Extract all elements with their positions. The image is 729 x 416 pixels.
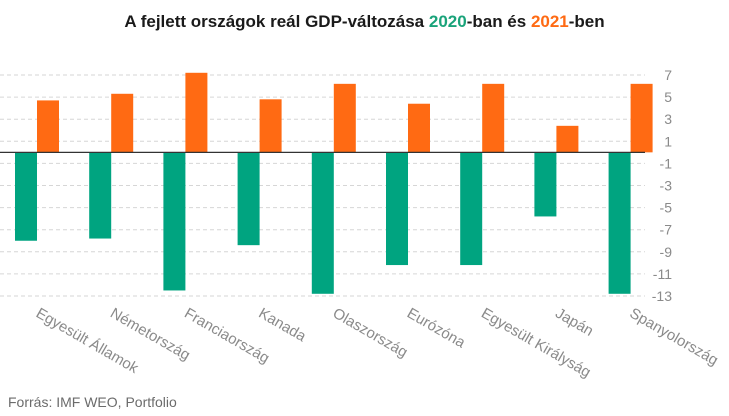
y-tick-label: -11 — [653, 266, 672, 282]
chart-title: A fejlett országok reál GDP-változása 20… — [0, 12, 729, 32]
y-tick-label: 7 — [664, 67, 672, 83]
y-tick-label: -13 — [652, 288, 672, 304]
bar-2021 — [111, 93, 134, 153]
bar-2021 — [408, 103, 430, 153]
bar-2021 — [259, 99, 282, 153]
y-tick-label: -9 — [660, 244, 673, 260]
bar-2020 — [15, 152, 37, 241]
x-category-label: Japán — [552, 305, 596, 340]
title-part-5: -ben — [568, 12, 605, 31]
y-tick-label: -1 — [660, 155, 673, 171]
bar-2020 — [460, 152, 483, 266]
title-year-2020: 2020 — [428, 12, 467, 31]
bar-2021 — [37, 100, 59, 153]
y-tick-label: 1 — [664, 133, 672, 149]
bar-2021 — [185, 72, 208, 153]
x-category-label: Spanyolország — [627, 305, 721, 369]
x-category-label: Eurózóna — [404, 305, 469, 352]
bar-2021 — [630, 83, 653, 153]
x-category-label: Kanada — [256, 305, 310, 346]
bar-2020 — [608, 152, 631, 294]
bar-2021 — [482, 83, 505, 153]
title-part-3: -ban és — [466, 12, 531, 31]
y-tick-label: 5 — [664, 89, 672, 105]
title-part-1: A fejlett országok reál GDP-változása — [124, 12, 429, 31]
bar-2020 — [386, 152, 408, 266]
bar-2020 — [311, 152, 334, 294]
y-tick-label: -5 — [660, 200, 673, 216]
bar-2020 — [163, 152, 186, 291]
source-note: Forrás: IMF WEO, Portfolio — [8, 394, 177, 410]
title-year-2021: 2021 — [530, 12, 569, 31]
x-category-label: Olaszország — [330, 305, 411, 361]
y-tick-label: -3 — [660, 178, 673, 194]
bar-2020 — [89, 152, 112, 239]
bar-2021 — [556, 125, 579, 153]
y-tick-label: 3 — [664, 111, 672, 127]
y-tick-label: -7 — [660, 222, 673, 238]
bar-2020 — [534, 152, 557, 217]
bar-2021 — [333, 83, 356, 153]
bar-2020 — [237, 152, 260, 246]
